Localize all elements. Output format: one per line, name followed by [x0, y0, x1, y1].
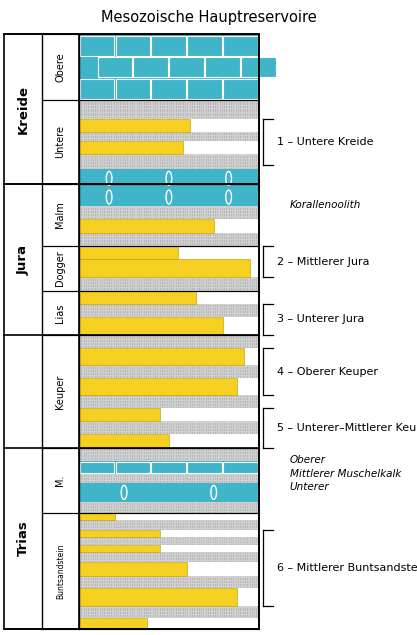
Text: 2 – Mittlerer Jura: 2 – Mittlerer Jura [277, 257, 370, 267]
Bar [79, 290, 196, 304]
Bar [79, 618, 147, 629]
Bar [151, 462, 186, 473]
Text: 4 – Oberer Keuper: 4 – Oberer Keuper [277, 367, 378, 377]
Bar [187, 36, 222, 56]
Bar [79, 141, 183, 154]
Text: 1 – Untere Kreide: 1 – Untere Kreide [277, 137, 374, 147]
Bar [4, 34, 259, 629]
Text: Malm: Malm [55, 201, 65, 228]
Bar [79, 434, 169, 448]
Text: Kreide: Kreide [16, 84, 30, 134]
Text: Korallenoolith: Korallenoolith [290, 199, 361, 210]
Bar [79, 606, 259, 618]
Bar [116, 36, 150, 56]
Bar [79, 521, 259, 530]
Text: Keuper: Keuper [55, 374, 65, 409]
Bar [79, 154, 259, 169]
Text: 5 – Unterer–Mittlerer Keuper: 5 – Unterer–Mittlerer Keuper [277, 423, 417, 433]
Bar [169, 58, 204, 77]
Text: Obere: Obere [55, 52, 65, 82]
Bar [116, 462, 150, 473]
Bar [80, 36, 114, 56]
Bar [79, 206, 259, 220]
Bar [79, 349, 244, 365]
Text: Buntsandstein: Buntsandstein [56, 543, 65, 599]
Bar [79, 474, 259, 483]
Bar [133, 58, 168, 77]
Bar [151, 36, 186, 56]
Bar [223, 36, 258, 56]
Bar [116, 79, 150, 99]
Bar [79, 220, 214, 232]
Text: Dogger: Dogger [55, 250, 65, 286]
Bar [205, 58, 240, 77]
Text: Mesozoische Hauptreservoire: Mesozoische Hauptreservoire [100, 10, 317, 25]
Bar [151, 79, 186, 99]
Bar [79, 365, 259, 378]
Bar [79, 561, 187, 577]
Bar [79, 587, 237, 606]
Bar [79, 304, 259, 317]
Bar [79, 131, 259, 141]
Bar [79, 34, 259, 100]
Bar [79, 545, 160, 552]
Text: Trias: Trias [16, 520, 30, 556]
Bar [79, 232, 259, 246]
Text: 3 – Unterer Jura: 3 – Unterer Jura [277, 314, 365, 324]
Bar [79, 502, 259, 513]
Bar [187, 79, 222, 99]
Text: Untere: Untere [55, 126, 65, 158]
Bar [79, 317, 223, 335]
Bar [79, 460, 259, 474]
Bar [79, 119, 191, 131]
Bar [241, 58, 276, 77]
Bar [79, 577, 259, 587]
Text: Lias: Lias [55, 304, 65, 323]
Bar [79, 448, 259, 460]
Bar [79, 34, 259, 629]
Bar [79, 335, 259, 349]
Bar [79, 483, 259, 502]
Bar [79, 408, 160, 422]
Bar [79, 169, 259, 206]
Text: Jura: Jura [16, 244, 30, 275]
Bar [80, 462, 114, 473]
Bar [79, 422, 259, 434]
Bar [79, 100, 259, 119]
Bar [79, 258, 249, 277]
Text: 6 – Mittlerer Buntsandstein: 6 – Mittlerer Buntsandstein [277, 563, 417, 573]
Bar [79, 552, 259, 561]
Bar [79, 277, 259, 290]
Bar [98, 58, 132, 77]
Text: Oberer
Mittlerer Muschelkalk
Unterer: Oberer Mittlerer Muschelkalk Unterer [290, 455, 401, 492]
Bar [79, 246, 178, 258]
Bar [223, 462, 258, 473]
Bar [187, 462, 222, 473]
Bar [79, 530, 160, 537]
Bar [80, 79, 114, 99]
Bar [223, 79, 258, 99]
Bar [79, 513, 115, 521]
Bar [79, 395, 259, 408]
Bar [79, 378, 237, 395]
Text: M.: M. [55, 474, 65, 486]
Bar [79, 537, 259, 545]
